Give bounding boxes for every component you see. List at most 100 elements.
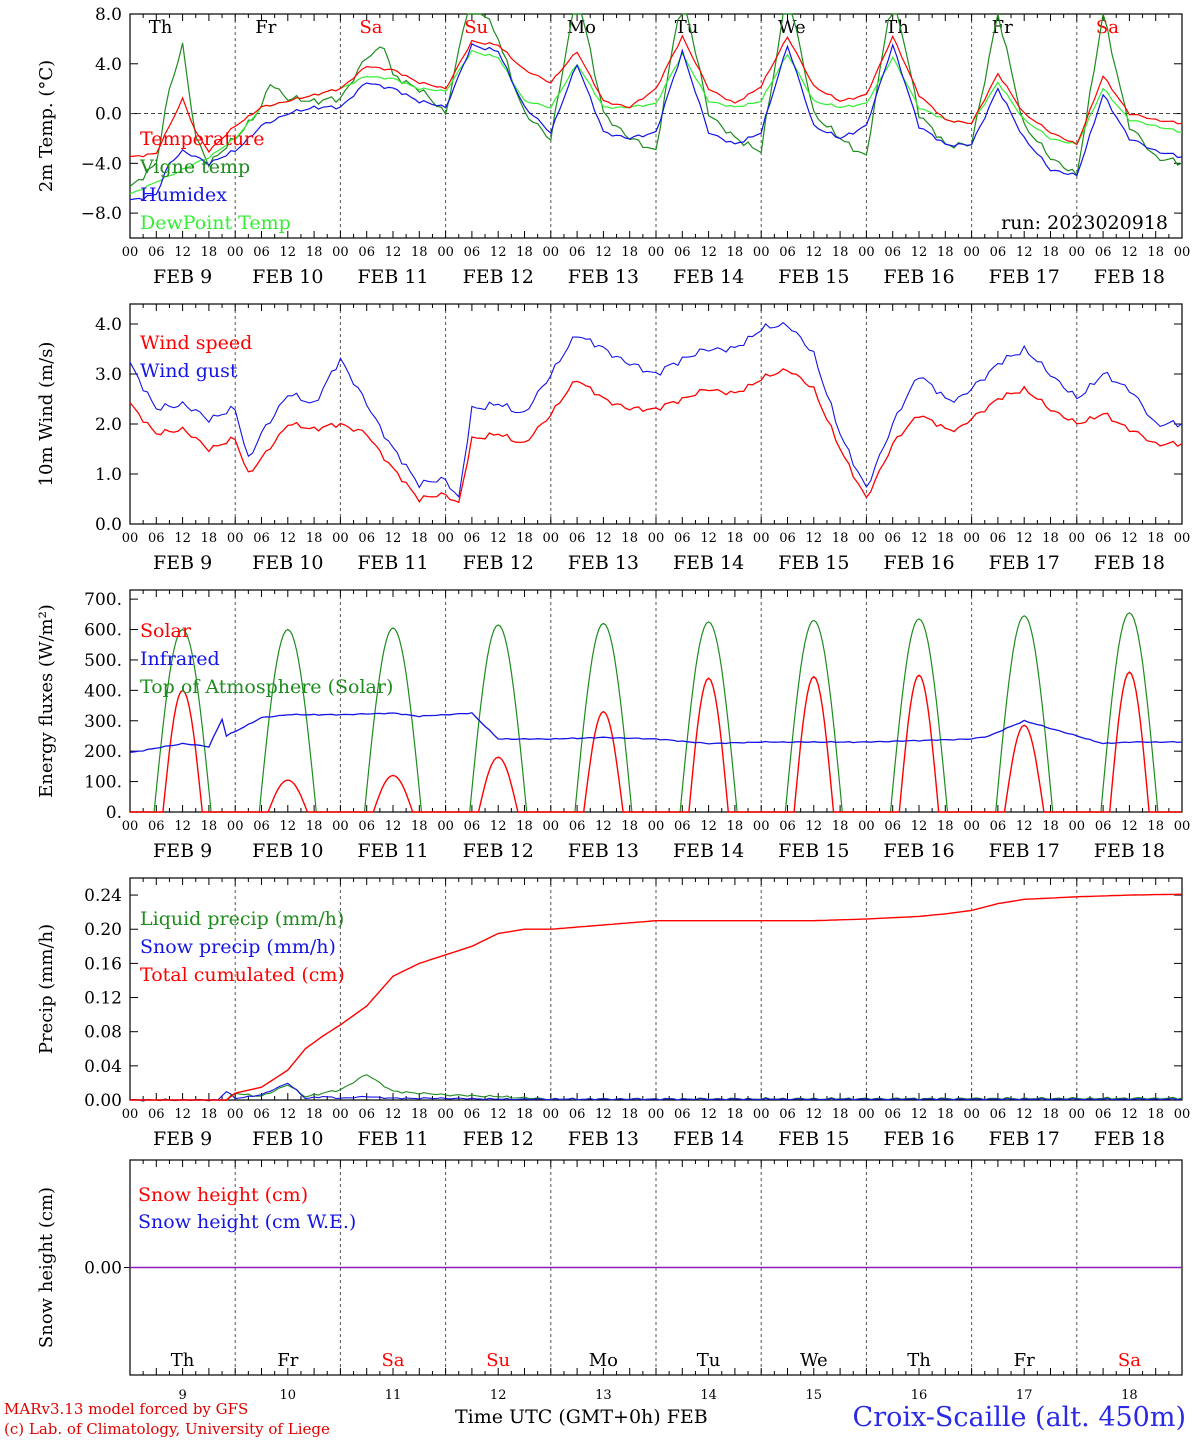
- series-line: [129, 368, 1183, 504]
- hour-label: 00: [753, 531, 770, 546]
- hour-label: 12: [700, 531, 717, 546]
- hour-label: 12: [1016, 819, 1033, 834]
- hour-label: 18: [306, 245, 323, 260]
- hour-label: 06: [464, 245, 481, 260]
- date-label: FEB 17: [989, 552, 1060, 574]
- y-tick-label: 4.0: [95, 315, 122, 335]
- date-label: FEB 11: [357, 266, 428, 288]
- weekday-label: Su: [464, 17, 488, 38]
- hour-label: 00: [753, 1107, 770, 1122]
- legend-entry: Vigne temp: [139, 156, 250, 178]
- hour-label: 18: [1042, 1107, 1059, 1122]
- date-label: FEB 18: [1094, 1128, 1165, 1150]
- series-line: [130, 671, 1182, 813]
- hour-label: 12: [700, 1107, 717, 1122]
- date-label: FEB 9: [153, 1128, 212, 1150]
- y-tick-label: 600.: [84, 621, 122, 641]
- date-label: FEB 17: [989, 840, 1060, 862]
- hour-label: 06: [358, 1107, 375, 1122]
- hour-label: 12: [911, 531, 928, 546]
- hour-label: 12: [1121, 531, 1138, 546]
- hour-label: 18: [411, 245, 428, 260]
- weekday-label: Th: [885, 17, 909, 38]
- date-label: FEB 16: [883, 840, 954, 862]
- day-number: 16: [911, 1388, 928, 1403]
- hour-label: 18: [1147, 1107, 1164, 1122]
- y-tick-label: 200.: [84, 742, 122, 762]
- hour-label: 12: [490, 819, 507, 834]
- date-label: FEB 15: [778, 840, 849, 862]
- hour-label: 00: [1174, 819, 1191, 834]
- hour-label: 12: [490, 1107, 507, 1122]
- hour-label: 18: [516, 245, 533, 260]
- date-label: FEB 11: [357, 840, 428, 862]
- hour-label: 06: [253, 1107, 270, 1122]
- day-number: 12: [490, 1388, 507, 1403]
- hour-label: 12: [1016, 1107, 1033, 1122]
- hour-label: 06: [569, 819, 586, 834]
- legend-entry: Liquid precip (mm/h): [140, 908, 344, 930]
- hour-label: 06: [358, 245, 375, 260]
- y-tick-label: −4.0: [81, 154, 122, 174]
- hour-label: 18: [411, 1107, 428, 1122]
- hour-label: 06: [253, 245, 270, 260]
- hour-label: 06: [990, 245, 1007, 260]
- hour-label: 12: [911, 245, 928, 260]
- series-line: [129, 321, 1183, 499]
- day-number: 11: [385, 1388, 402, 1403]
- day-number: 13: [595, 1388, 612, 1403]
- hour-label: 18: [727, 245, 744, 260]
- date-label: FEB 16: [883, 266, 954, 288]
- weekday-label: Sa: [1118, 1350, 1141, 1371]
- hour-label: 06: [884, 531, 901, 546]
- date-label: FEB 15: [778, 552, 849, 574]
- hour-label: 00: [332, 245, 349, 260]
- hour-label: 00: [753, 245, 770, 260]
- hour-label: 00: [1174, 531, 1191, 546]
- hour-label: 00: [332, 819, 349, 834]
- date-label: FEB 12: [463, 840, 534, 862]
- date-label: FEB 11: [357, 1128, 428, 1150]
- date-label: FEB 14: [673, 552, 744, 574]
- hour-label: 00: [227, 531, 244, 546]
- date-label: FEB 12: [463, 1128, 534, 1150]
- hour-label: 06: [990, 1107, 1007, 1122]
- y-axis-label: 10m Wind (m/s): [36, 342, 57, 487]
- hour-label: 06: [464, 531, 481, 546]
- date-label: FEB 18: [1094, 552, 1165, 574]
- hour-label: 18: [1147, 245, 1164, 260]
- hour-label: 00: [227, 245, 244, 260]
- series-line: [129, 42, 1183, 201]
- hour-label: 12: [385, 819, 402, 834]
- y-tick-label: 700.: [84, 590, 122, 610]
- hour-label: 00: [122, 819, 139, 834]
- weekday-label: Mo: [567, 17, 596, 38]
- hour-label: 06: [990, 819, 1007, 834]
- hour-label: 18: [1042, 531, 1059, 546]
- hour-label: 00: [122, 531, 139, 546]
- hour-label: 00: [963, 245, 980, 260]
- y-tick-label: 500.: [84, 651, 122, 671]
- hour-label: 00: [858, 245, 875, 260]
- legend-entry: Infrared: [140, 648, 220, 670]
- hour-label: 00: [648, 819, 665, 834]
- weekday-label: Fr: [277, 1350, 298, 1371]
- hour-label: 18: [727, 531, 744, 546]
- date-label: FEB 10: [252, 266, 323, 288]
- y-tick-label: 0.04: [84, 1057, 122, 1077]
- hour-label: 00: [332, 1107, 349, 1122]
- date-label: FEB 13: [568, 1128, 639, 1150]
- date-label: FEB 16: [883, 552, 954, 574]
- legend-entry: Wind gust: [140, 360, 238, 382]
- y-tick-label: 0.24: [84, 886, 122, 906]
- hour-label: 18: [306, 1107, 323, 1122]
- hour-label: 12: [1121, 245, 1138, 260]
- legend-entry: Top of Atmosphere (Solar): [140, 676, 393, 698]
- hour-label: 00: [437, 1107, 454, 1122]
- legend-entry: Snow height (cm W.E.): [138, 1211, 356, 1233]
- hour-label: 12: [911, 1107, 928, 1122]
- weekday-label: Tu: [675, 17, 699, 38]
- date-label: FEB 9: [153, 266, 212, 288]
- hour-label: 06: [1095, 531, 1112, 546]
- copyright-credit: (c) Lab. of Climatology, University of L…: [4, 1420, 330, 1438]
